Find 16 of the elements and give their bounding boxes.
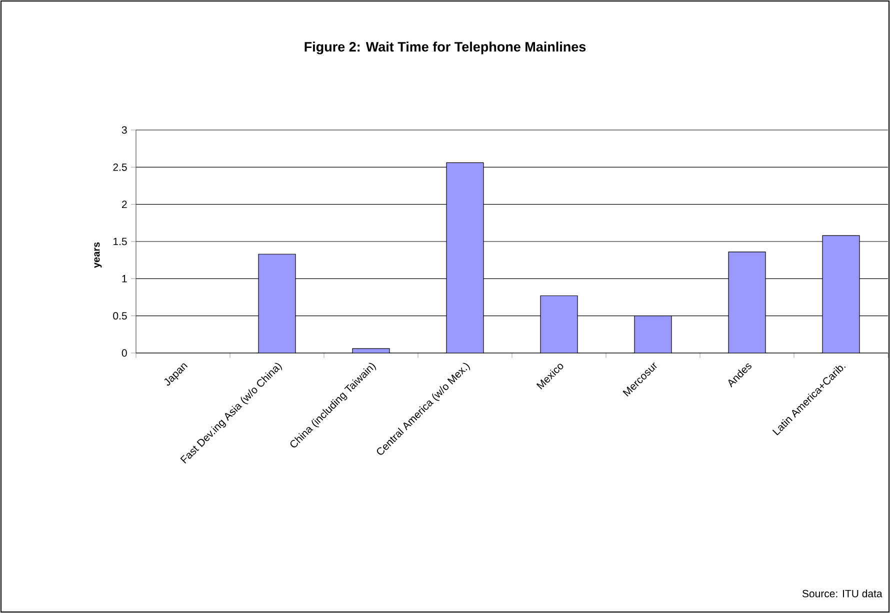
y-tick-label: 3 xyxy=(122,126,127,134)
y-tick-label: 2 xyxy=(122,200,127,208)
bar xyxy=(634,316,672,353)
bar xyxy=(822,235,860,353)
bar xyxy=(446,162,484,353)
y-tick-label: 0.5 xyxy=(113,312,127,320)
y-tick-label: 1 xyxy=(122,275,127,282)
bar xyxy=(540,295,578,353)
bar xyxy=(728,252,766,353)
y-tick-label: 0 xyxy=(122,349,127,357)
bar xyxy=(258,254,296,353)
source-note: Source: ITU data xyxy=(802,590,882,598)
y-axis-title: years xyxy=(94,242,102,268)
y-tick-label: 1.5 xyxy=(114,238,127,246)
y-tick-label: 2.5 xyxy=(113,163,127,171)
chart-title: Figure 2: Wait Time for Telephone Mainlines xyxy=(304,42,586,54)
